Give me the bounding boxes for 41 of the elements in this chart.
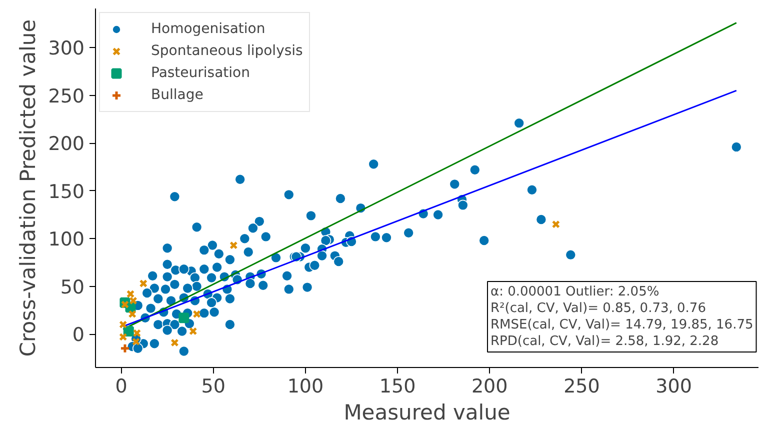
x-tick-label: 300	[656, 376, 692, 398]
point	[126, 290, 135, 298]
y-tick-label: 100	[48, 228, 84, 251]
annotation: RMSE(cal, CV, Val)= 14.79, 19.85, 16.75	[490, 318, 754, 332]
point	[170, 338, 179, 347]
legend-label: Pasteurisation	[151, 65, 250, 81]
point	[129, 296, 138, 305]
y-axis-title: Cross-validation Predicted value	[16, 19, 40, 357]
x-tick-label: 250	[564, 376, 600, 398]
x-tick-label: 0	[115, 376, 128, 398]
point	[230, 241, 238, 250]
x-tick-label: 100	[287, 376, 324, 398]
x-tick-label: 200	[471, 376, 508, 398]
annotation: RPD(cal, CV, Val)= 2.58, 1.92, 2.28	[490, 334, 719, 349]
point	[189, 327, 198, 336]
y-tick-label: 0	[72, 324, 85, 346]
y-tick-label: 250	[48, 85, 84, 108]
point	[120, 343, 130, 354]
annotation: R²(cal, CV, Val)= 0.85, 0.73, 0.76	[490, 301, 706, 316]
point	[192, 310, 201, 318]
x-axis-title: Measured value	[344, 400, 510, 424]
point	[132, 329, 142, 338]
y-tick-label: 300	[48, 38, 84, 60]
legend-label: Spontaneous lipolysis	[151, 43, 303, 59]
legend-label: Homogenisation	[151, 21, 266, 37]
x-tick-label: 50	[201, 376, 226, 398]
y-tick-label: 150	[48, 180, 84, 203]
point	[120, 300, 130, 309]
point	[119, 320, 128, 329]
legend-label: Bullage	[151, 87, 204, 103]
point	[123, 326, 134, 336]
point	[132, 338, 140, 346]
point	[552, 220, 560, 228]
y-tick-label: 50	[60, 276, 85, 298]
point	[128, 310, 136, 318]
point	[139, 279, 148, 288]
x-tick-label: 150	[379, 376, 416, 398]
point	[119, 332, 128, 342]
annotation: α: 0.00001 Outlier: 2.05%	[490, 284, 660, 300]
y-tick-label: 200	[48, 133, 84, 156]
point	[178, 312, 190, 324]
